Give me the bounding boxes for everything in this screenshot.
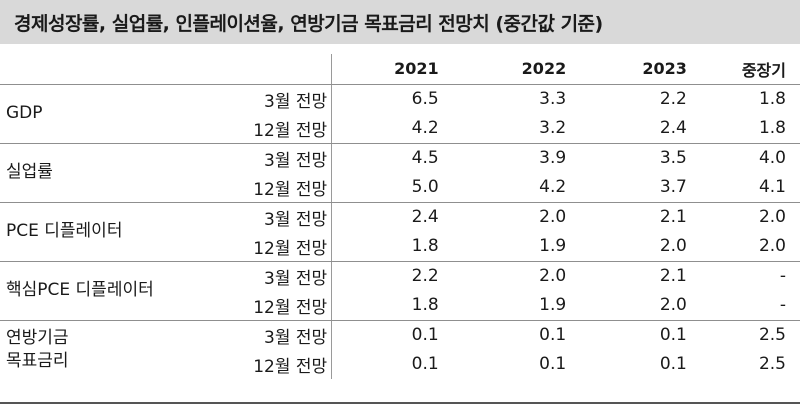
cell-value: 0.1 <box>331 320 449 350</box>
cell-value: 2.4 <box>331 202 449 232</box>
cell-value: 4.1 <box>708 172 800 203</box>
table-row: GDP 3월 전망 6.5 3.3 2.2 1.8 <box>0 84 800 144</box>
header-empty-sub <box>201 54 332 85</box>
cell-value: 2.5 <box>758 354 786 374</box>
cell-value: 2.0 <box>758 207 786 227</box>
cell-value: 2.0 <box>582 231 709 262</box>
table-row: 핵심PCE 디플레이터 3월 전망 2.2 2.0 2.1 - <box>0 261 800 321</box>
forecast-table: 2021 2022 2023 중장기 GDP 3월 전망 6.5 3.3 2.2… <box>0 54 800 379</box>
header-2021: 2021 <box>331 54 449 85</box>
table-row: 12월 전망 1.8 1.9 2.0 2.0 <box>0 231 800 262</box>
header-2022: 2022 <box>448 54 583 85</box>
row-label-core-pce: 핵심PCE 디플레이터 <box>0 261 202 321</box>
table-row: PCE 디플레이터 3월 전망 2.4 2.0 2.1 2.0 <box>0 202 800 262</box>
cell-value: 4.5 <box>331 143 449 173</box>
row-sublabel: 12월 전망 <box>201 231 332 262</box>
cell-value: 2.1 <box>659 266 687 286</box>
row-label-line: 연방기금 <box>6 327 69 348</box>
cell-value: 2.5 <box>758 325 786 345</box>
cell-value: 4.2 <box>448 172 583 203</box>
header-row: 2021 2022 2023 중장기 <box>0 54 800 85</box>
cell-value: 3.7 <box>582 172 709 203</box>
header-long-term: 중장기 <box>708 54 800 85</box>
cell-value: 1.8 <box>331 290 449 321</box>
table-bottom-rule <box>0 402 800 404</box>
cell-value: 2.0 <box>539 266 567 286</box>
table-row: 12월 전망 4.2 3.2 2.4 1.8 <box>0 113 800 144</box>
cell-value: 3.5 <box>659 148 687 168</box>
row-sublabel: 12월 전망 <box>201 290 332 321</box>
table-row: 연방기금 목표금리 3월 전망 0.1 0.1 0.1 2.5 <box>0 320 800 371</box>
cell-value: 1.9 <box>448 231 583 262</box>
row-label-unemployment: 실업률 <box>0 143 202 203</box>
row-sublabel: 3월 전망 <box>264 91 328 112</box>
cell-value: 2.0 <box>539 207 567 227</box>
cell-value: 2.0 <box>708 231 800 262</box>
cell-value: 2.2 <box>659 89 687 109</box>
table-row: 12월 전망 0.1 0.1 0.1 2.5 <box>0 349 800 379</box>
table-row: 12월 전망 5.0 4.2 3.7 4.1 <box>0 172 800 203</box>
header-empty-label <box>0 54 202 85</box>
cell-value: 1.8 <box>758 89 786 109</box>
cell-value: 4.2 <box>331 113 449 144</box>
cell-value: 3.9 <box>539 148 567 168</box>
table-row: 12월 전망 1.8 1.9 2.0 - <box>0 290 800 321</box>
row-label-fed-funds: 연방기금 목표금리 <box>0 320 202 379</box>
cell-value: 2.4 <box>582 113 709 144</box>
cell-value: 0.1 <box>659 354 687 374</box>
cell-value: 1.9 <box>448 290 583 321</box>
cell-value: 1.8 <box>331 231 449 262</box>
table-title: 경제성장률, 실업률, 인플레이션율, 연방기금 목표금리 전망치 (중간값 기… <box>0 0 800 44</box>
cell-value: 3.2 <box>448 113 583 144</box>
cell-value: - <box>708 290 800 321</box>
cell-value: 6.5 <box>331 84 449 114</box>
cell-value: 1.8 <box>708 113 800 144</box>
cell-value: 2.2 <box>331 261 449 291</box>
cell-value: - <box>779 266 786 286</box>
cell-value: 0.1 <box>659 325 687 345</box>
row-label-line: 목표금리 <box>6 350 69 371</box>
cell-value: 0.1 <box>331 349 449 379</box>
cell-value: 4.0 <box>758 148 786 168</box>
row-sublabel: 12월 전망 <box>201 113 332 144</box>
row-sublabel: 3월 전망 <box>264 150 328 171</box>
row-sublabel: 3월 전망 <box>264 327 328 348</box>
header-2023: 2023 <box>582 54 709 85</box>
cell-value: 0.1 <box>539 325 567 345</box>
cell-value: 0.1 <box>539 354 567 374</box>
cell-value: 2.0 <box>582 290 709 321</box>
row-label-gdp: GDP <box>0 84 202 144</box>
cell-value: 2.1 <box>659 207 687 227</box>
row-sublabel: 12월 전망 <box>201 172 332 203</box>
row-sublabel: 12월 전망 <box>253 356 328 377</box>
row-label-pce: PCE 디플레이터 <box>0 202 202 262</box>
cell-value: 5.0 <box>331 172 449 203</box>
row-sublabel: 3월 전망 <box>264 209 328 230</box>
cell-value: 3.3 <box>539 89 567 109</box>
row-sublabel: 3월 전망 <box>264 268 328 289</box>
table-row: 실업률 3월 전망 4.5 3.9 3.5 4.0 <box>0 143 800 203</box>
